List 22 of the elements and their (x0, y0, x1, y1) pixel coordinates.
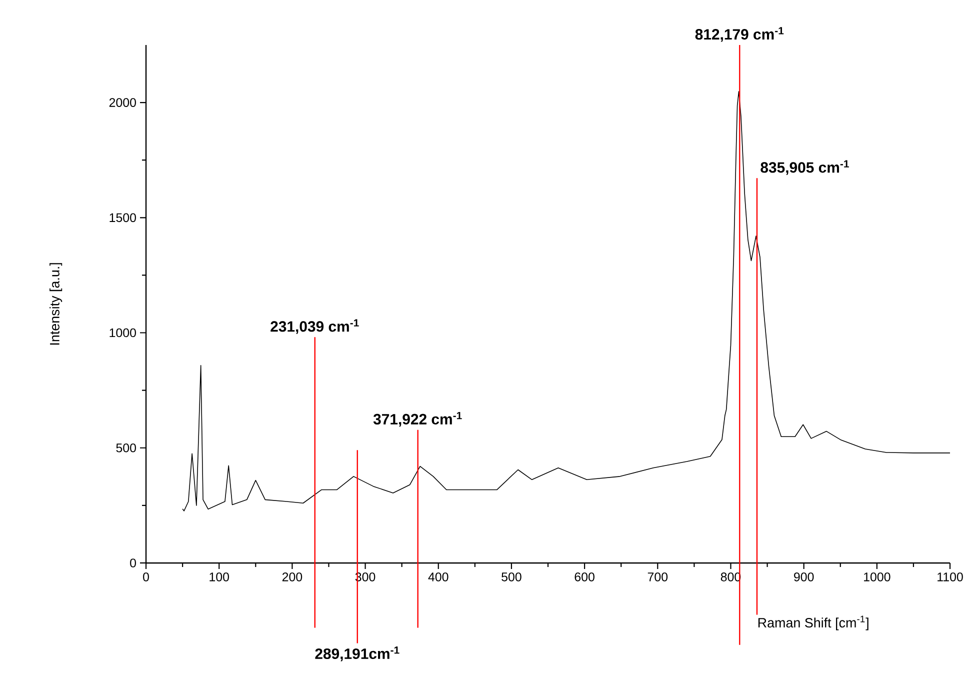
ref-line-label: 835,905 cm$^{-1}$ (760, 160, 849, 175)
ref-line-label: 231,039 cm$^{-1}$ (270, 319, 359, 334)
x-tick-label: 600 (574, 572, 594, 582)
y-tick-label: 0 (130, 558, 136, 568)
x-tick-label: 1100 (938, 572, 963, 582)
ref-line-label: 371,922 cm$^{-1}$ (373, 412, 462, 427)
x-tick-label: 500 (502, 572, 522, 582)
y-tick-label: 1500 (110, 213, 136, 222)
ref-line-label: 289,191cm$^{-1}$ (315, 646, 400, 662)
y-tick-label: 500 (116, 443, 136, 452)
ref-line-label: 812,179 cm$^{-1}$ (695, 27, 784, 42)
y-tick-label: 1000 (110, 328, 136, 338)
x-tick-label: 1000 (864, 572, 890, 582)
y-tick-label: 2000 (109, 98, 136, 107)
x-tick-label: 200 (282, 572, 302, 582)
x-tick-label: 700 (648, 572, 668, 582)
y-axis-title: Intensity [a.u.] (50, 263, 62, 345)
x-tick-label: 900 (794, 572, 814, 582)
x-tick-label: 400 (428, 572, 448, 582)
x-axis-title: Raman Shift [cm$^{-1}$] (758, 616, 868, 630)
x-tick-label: 100 (210, 572, 229, 582)
x-tick-label: 0 (143, 572, 149, 582)
